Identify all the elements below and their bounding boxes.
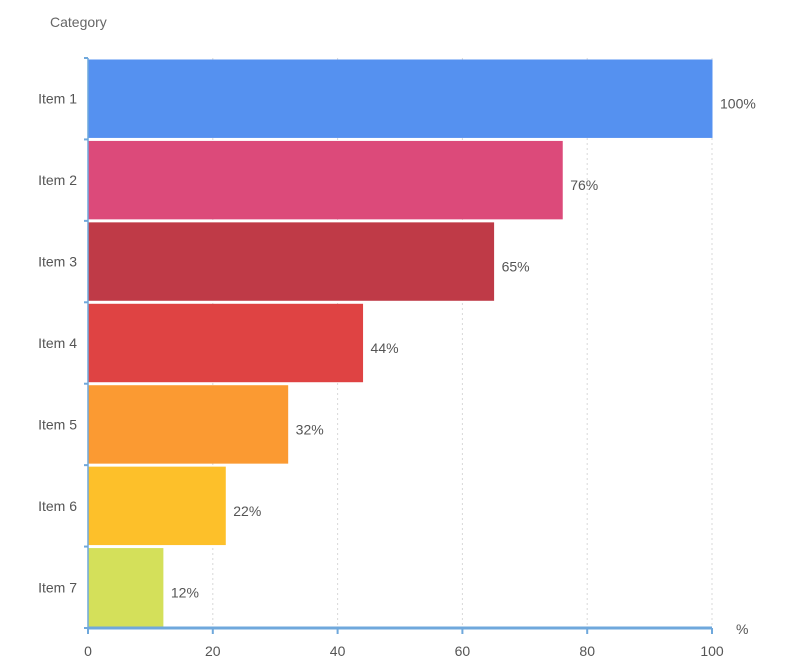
category-label: Item 4 (38, 335, 77, 351)
bar-7[interactable] (87, 548, 164, 627)
x-tick-label: 100 (700, 643, 724, 659)
value-label: 100% (720, 96, 756, 112)
value-label: 65% (502, 259, 530, 275)
bar-6[interactable] (87, 466, 226, 546)
x-tick-label: 60 (455, 643, 471, 659)
category-label: Item 1 (38, 91, 77, 107)
value-label: 76% (570, 177, 598, 193)
category-label: Item 7 (38, 579, 77, 595)
value-label: 12% (171, 584, 199, 600)
bars (87, 58, 713, 628)
bar-5[interactable] (87, 385, 289, 464)
value-label: 22% (233, 503, 261, 519)
category-label: Item 2 (38, 172, 77, 188)
value-label: 44% (371, 340, 399, 356)
y-axis-title: Category (50, 14, 107, 30)
category-label: Item 3 (38, 254, 77, 270)
value-label: 32% (296, 421, 324, 437)
bar-4[interactable] (87, 303, 364, 383)
category-label: Item 6 (38, 498, 77, 514)
bar-2[interactable] (87, 140, 563, 220)
bar-3[interactable] (87, 222, 495, 301)
labels: 0 20 40 60 80 100 Item 1 100% Item 2 76% Item 3 65%… (38, 91, 756, 659)
x-tick-label: 40 (330, 643, 346, 659)
category-label: Item 5 (38, 416, 77, 432)
bar-1[interactable] (87, 59, 713, 138)
x-axis-unit: % (736, 621, 748, 637)
x-tick-label: 0 (84, 643, 92, 659)
x-tick-label: 80 (579, 643, 595, 659)
x-tick-label: 20 (205, 643, 221, 659)
